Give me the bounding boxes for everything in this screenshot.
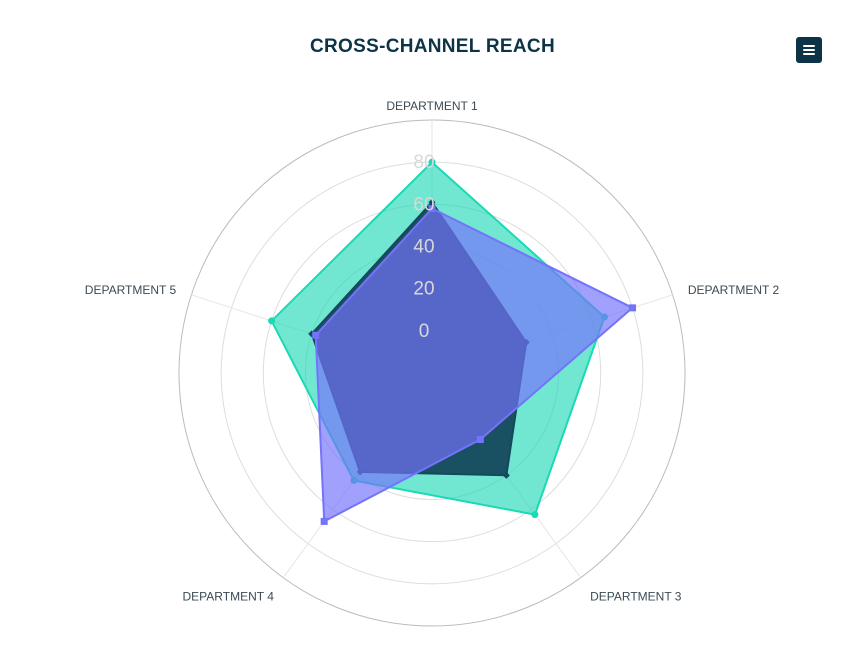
data-point bbox=[476, 436, 484, 444]
axis-label: DEPARTMENT 3 bbox=[590, 590, 682, 604]
data-point bbox=[428, 158, 436, 166]
axis-labels: DEPARTMENT 1 DEPARTMENT 2 DEPARTMENT 3 DEPA… bbox=[85, 99, 780, 604]
hamburger-menu-icon[interactable] bbox=[796, 37, 822, 63]
axis-label: DEPARTMENT 1 bbox=[386, 99, 478, 113]
data-point bbox=[320, 517, 328, 525]
radial-tick-label: 20 bbox=[413, 279, 434, 300]
radial-tick-label: 80 bbox=[413, 152, 434, 173]
radial-tick-label: 0 bbox=[419, 321, 430, 342]
data-point bbox=[531, 511, 539, 519]
menu-line bbox=[803, 49, 815, 51]
menu-line bbox=[803, 45, 815, 47]
radar-series bbox=[312, 205, 637, 525]
menu-line bbox=[803, 53, 815, 55]
data-point bbox=[428, 198, 436, 206]
data-point bbox=[502, 471, 510, 479]
data-point bbox=[428, 205, 436, 213]
axis-label: DEPARTMENT 4 bbox=[183, 590, 275, 604]
radial-tick-label: 60 bbox=[413, 194, 434, 215]
series-area bbox=[314, 207, 634, 523]
radar-series-group bbox=[268, 158, 637, 525]
radial-tick-labels: 0 20 40 60 80 bbox=[413, 152, 434, 342]
chart-title: CROSS-CHANNEL REACH bbox=[310, 36, 555, 57]
data-point bbox=[629, 304, 637, 312]
data-point bbox=[312, 331, 320, 339]
data-point bbox=[268, 317, 276, 325]
axis-label: DEPARTMENT 2 bbox=[688, 283, 780, 297]
axis-label: DEPARTMENT 5 bbox=[85, 283, 177, 297]
radial-tick-label: 40 bbox=[413, 237, 434, 258]
